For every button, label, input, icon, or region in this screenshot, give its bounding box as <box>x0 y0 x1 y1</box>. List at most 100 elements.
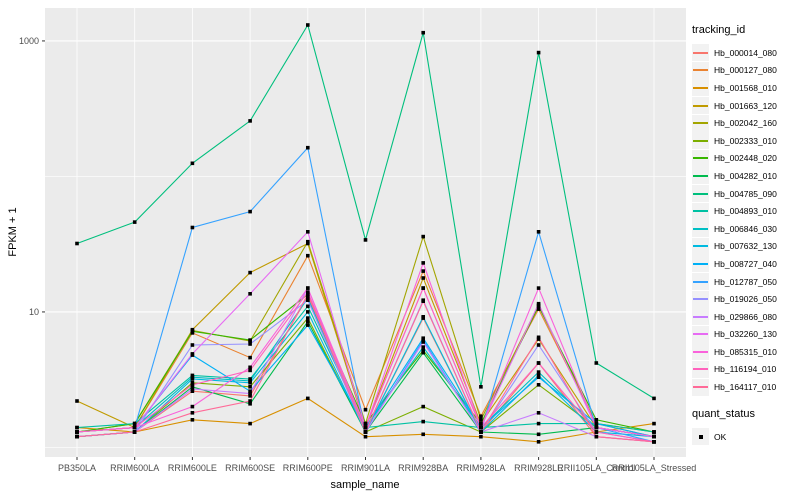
data-point <box>75 425 79 430</box>
data-point <box>132 425 137 430</box>
legend-quant-list: OK <box>692 428 798 446</box>
legend-item-label: Hb_116194_010 <box>714 364 777 375</box>
data-point <box>306 230 310 234</box>
legend-item-label: OK <box>714 431 727 442</box>
data-point <box>248 379 252 383</box>
x-tick-label: RRIM600PE <box>283 463 333 473</box>
x-tick-label: RRIM600LE <box>168 463 217 473</box>
legend-item: Hb_085315_010 <box>692 343 798 361</box>
data-point <box>594 421 599 426</box>
data-point <box>190 385 195 389</box>
data-point <box>248 365 252 370</box>
x-tick-label: RRIM928LA <box>456 463 505 473</box>
data-point <box>479 425 483 430</box>
legend-key-swatch <box>692 290 709 308</box>
legend-line-icon <box>693 245 708 248</box>
legend-item-label: Hb_001568_010 <box>714 82 777 93</box>
data-point <box>536 307 541 311</box>
legend-key-swatch <box>692 61 709 79</box>
legend-line-icon <box>693 122 708 125</box>
legend-key-swatch <box>692 114 709 132</box>
data-point <box>421 336 425 340</box>
legend-key-swatch <box>692 325 709 343</box>
legend-title-quant-status: quant_status <box>692 407 755 420</box>
data-point <box>536 361 541 365</box>
data-point <box>190 411 195 415</box>
data-point <box>652 421 656 426</box>
legend-line-icon <box>693 315 708 318</box>
legend-item: Hb_000127_080 <box>692 61 798 80</box>
legend-line-icon <box>693 368 708 371</box>
legend-key-swatch <box>692 185 709 203</box>
data-point <box>421 419 425 424</box>
data-point <box>132 220 137 224</box>
data-point <box>248 421 252 426</box>
data-point <box>536 383 541 387</box>
data-point <box>536 411 541 415</box>
legend-item: Hb_019026_050 <box>692 290 798 308</box>
data-point <box>421 30 425 35</box>
y-tick-label: 1000 <box>19 36 39 46</box>
data-point <box>248 342 252 346</box>
y-axis-title: FPKM + 1 <box>7 207 19 257</box>
legend-item-label: Hb_004893_010 <box>714 206 777 217</box>
data-point <box>248 338 252 342</box>
data-point <box>248 292 252 296</box>
data-point <box>248 389 252 393</box>
legend-key-swatch <box>692 79 709 97</box>
data-point <box>306 296 310 301</box>
data-point <box>132 421 137 426</box>
legend-item-label: Hb_008727_040 <box>714 258 777 269</box>
data-point <box>75 434 79 439</box>
legend-key-swatch <box>692 378 709 396</box>
data-point <box>594 418 599 422</box>
data-point <box>248 391 252 396</box>
legend-item: Hb_002448_020 <box>692 149 798 168</box>
legend-item: Hb_029866_080 <box>692 308 798 326</box>
legend-key-swatch <box>692 220 709 238</box>
data-point <box>479 421 483 426</box>
legend-item: Hb_007632_130 <box>692 237 798 256</box>
data-point <box>594 425 599 430</box>
legend-key-swatch <box>692 273 709 291</box>
data-point <box>306 290 310 294</box>
legend-item-label: Hb_012787_050 <box>714 276 777 287</box>
x-tick-label: RRII105LA_Stressed <box>612 463 697 473</box>
legend-item: Hb_004785_090 <box>692 185 798 203</box>
data-point <box>479 430 483 434</box>
legend-item: Hb_006846_030 <box>692 220 798 238</box>
legend-key-swatch <box>692 97 709 115</box>
x-tick-label: RRIM928BA <box>398 463 448 473</box>
data-point <box>652 396 656 401</box>
legend-item: Hb_008727_040 <box>692 255 798 273</box>
legend-item-label: Hb_002333_010 <box>714 135 777 146</box>
x-tick-label: RRII105LA_Control <box>557 463 635 473</box>
legend-key-swatch <box>692 360 709 378</box>
data-point <box>421 432 425 437</box>
data-point <box>421 276 425 280</box>
x-tick-label: RRIM901LA <box>341 463 390 473</box>
data-point <box>190 418 195 422</box>
data-point <box>421 286 425 290</box>
data-point <box>421 345 425 349</box>
data-point <box>363 430 368 434</box>
data-point <box>75 399 79 403</box>
data-point <box>479 385 483 389</box>
legend-item: Hb_032260_130 <box>692 325 798 344</box>
legend: tracking_id Hb_000014_080 Hb_000127_080 Hb… <box>692 24 798 446</box>
data-point <box>248 402 252 406</box>
data-point <box>248 377 252 381</box>
data-point <box>479 418 483 422</box>
data-point <box>421 338 425 342</box>
legend-item-label: Hb_006846_030 <box>714 223 777 234</box>
data-point <box>652 430 656 434</box>
data-point <box>536 432 541 437</box>
legend-line-icon <box>693 86 708 89</box>
x-axis-title: sample_name <box>330 479 400 491</box>
data-point <box>536 335 541 340</box>
data-point <box>306 396 310 401</box>
data-point <box>306 239 310 244</box>
data-point <box>190 343 195 347</box>
